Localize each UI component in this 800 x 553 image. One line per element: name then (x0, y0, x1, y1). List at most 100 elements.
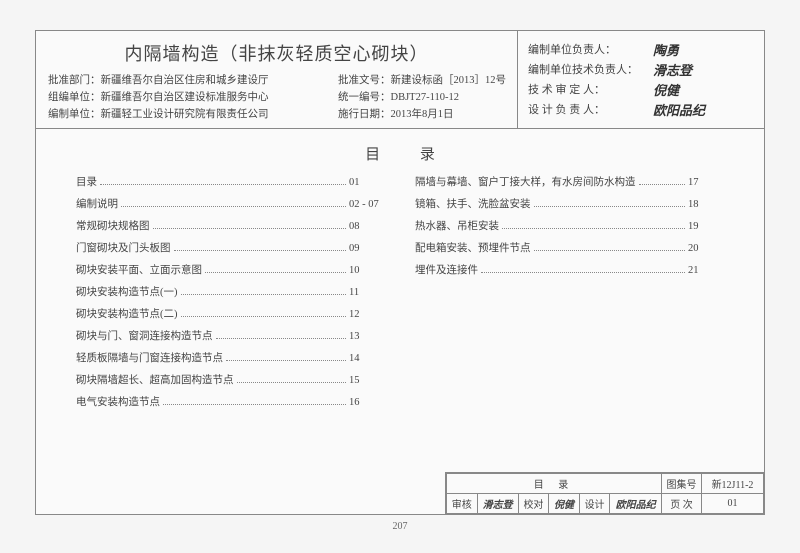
approve-dept: 批准部门：新疆维吾尔自治区住房和城乡建设厅 (48, 72, 338, 89)
toc-label: 埋件及连接件 (415, 262, 478, 277)
toc-label: 门窗砌块及门头板图 (76, 240, 171, 255)
toc-dots (174, 250, 347, 251)
toc-row: 砌块安装构造节点(一) 11 (76, 284, 397, 299)
proof-value: 倪健 (549, 494, 580, 514)
toc-label: 配电箱安装、预埋件节点 (415, 240, 531, 255)
info-grid: 批准部门：新疆维吾尔自治区住房和城乡建设厅 批准文号：新建设标函［2013］12… (48, 72, 505, 123)
check-label: 审核 (447, 494, 478, 514)
value: 新疆维吾尔自治区建设标准服务中心 (101, 92, 269, 103)
toc-row: 砌块安装平面、立面示意图 10 (76, 262, 397, 277)
label: 编制单位技术负责人： (528, 61, 653, 77)
page-number: 207 (393, 521, 408, 532)
toc-row: 砌块隔墙超长、超高加固构造节点 15 (76, 372, 397, 387)
toc-row: 埋件及连接件 21 (415, 262, 736, 277)
sig-tech-head: 编制单位技术负责人： 滑志登 (528, 59, 754, 79)
exec-date: 施行日期：2013年8月1日 (338, 106, 506, 123)
toc-row: 砌块安装构造节点(二) 12 (76, 306, 397, 321)
toc-label: 编制说明 (76, 196, 118, 211)
label: 编制单位负责人： (528, 41, 653, 57)
label: 编制单位： (48, 109, 101, 120)
toc-page: 12 (349, 309, 397, 320)
toc-dots (121, 206, 346, 207)
org-dept: 组编单位：新疆维吾尔自治区建设标准服务中心 (48, 89, 338, 106)
toc-dots (216, 338, 347, 339)
toc-page: 17 (688, 177, 736, 188)
toc-label: 轻质板隔墙与门窗连接构造节点 (76, 350, 223, 365)
toc-row: 常规砌块规格图08 (76, 218, 397, 233)
toc-row: 门窗砌块及门头板图 09 (76, 240, 397, 255)
label: 组编单位： (48, 92, 101, 103)
toc-right-column: 隔墙与幕墙、窗户丁接大样，有水房间防水构造 17 镜箱、扶手、洗脸盆安装18 热水器、… (397, 174, 736, 416)
toc-dots (205, 272, 346, 273)
header-right-signatures: 编制单位负责人： 陶勇 编制单位技术负责人： 滑志登 技 术 审 定 人： 倪健… (518, 31, 764, 128)
toc-dots (237, 382, 347, 383)
label: 批准文号： (338, 75, 391, 86)
toc-row: 热水器、吊柜安装 19 (415, 218, 736, 233)
toc-dots (502, 228, 685, 229)
title-block: 目 录 图集号 新12J11-2 审核 滑志登 校对 倪健 设计 欧阳品纪 页 … (445, 472, 765, 515)
toc-row: 目录 01 (76, 174, 397, 189)
toc-label: 砌块安装平面、立面示意图 (76, 262, 202, 277)
toc-dots (481, 272, 685, 273)
toc-row: 隔墙与幕墙、窗户丁接大样，有水房间防水构造 17 (415, 174, 736, 189)
toc-dots (163, 404, 346, 405)
sheet-label: 页 次 (662, 494, 702, 514)
toc-page: 09 (349, 243, 397, 254)
toc-dots (534, 206, 686, 207)
toc-page: 16 (349, 397, 397, 408)
design-label: 设计 (579, 494, 610, 514)
header: 内隔墙构造（非抹灰轻质空心砌块） 批准部门：新疆维吾尔自治区住房和城乡建设厅 批… (36, 31, 764, 129)
document-title: 内隔墙构造（非抹灰轻质空心砌块） (48, 40, 505, 66)
toc-label: 砌块安装构造节点(一) (76, 284, 178, 299)
toc-dots (181, 294, 347, 295)
toc-page: 20 (688, 243, 736, 254)
toc-page: 08 (349, 221, 397, 232)
toc-label: 热水器、吊柜安装 (415, 218, 499, 233)
label: 统一编号： (338, 92, 391, 103)
toc-page: 14 (349, 353, 397, 364)
sig-designer: 设 计 负 责 人： 欧阳品纪 (528, 99, 754, 119)
sig-reviewer: 技 术 审 定 人： 倪健 (528, 79, 754, 99)
value: 新疆轻工业设计研究院有限责任公司 (101, 109, 269, 120)
value: 新建设标函［2013］12号 (391, 75, 507, 86)
toc-dots (534, 250, 686, 251)
toc-page: 13 (349, 331, 397, 342)
toc-page: 15 (349, 375, 397, 386)
toc-label: 目录 (76, 174, 97, 189)
toc-page: 21 (688, 265, 736, 276)
approve-doc: 批准文号：新建设标函［2013］12号 (338, 72, 506, 89)
toc-row: 电气安装构造节点16 (76, 394, 397, 409)
label: 设 计 负 责 人： (528, 101, 653, 117)
signature: 滑志登 (653, 60, 692, 79)
signature: 倪健 (653, 80, 679, 99)
toc-page: 01 (349, 177, 397, 188)
toc-row: 编制说明 02 - 07 (76, 196, 397, 211)
design-value: 欧阳品纪 (610, 494, 662, 514)
toc-page: 11 (349, 287, 397, 298)
toc-row: 镜箱、扶手、洗脸盆安装18 (415, 196, 736, 211)
check-value: 滑志登 (477, 494, 518, 514)
toc-label: 隔墙与幕墙、窗户丁接大样，有水房间防水构造 (415, 174, 636, 189)
toc-row: 砌块与门、窗洞连接构造节点13 (76, 328, 397, 343)
label: 施行日期： (338, 109, 391, 120)
footer-center-title: 目 录 (447, 474, 662, 494)
toc-heading: 目 录 (36, 143, 764, 164)
toc-row: 轻质板隔墙与门窗连接构造节点 14 (76, 350, 397, 365)
sheet-value: 01 (702, 494, 764, 514)
toc-page: 02 - 07 (349, 199, 397, 210)
code: 统一编号：DBJT27-110-12 (338, 89, 506, 106)
toc-dots (226, 360, 346, 361)
toc-row: 配电箱安装、预埋件节点 20 (415, 240, 736, 255)
value: 2013年8月1日 (391, 109, 454, 120)
atlas-value: 新12J11-2 (702, 474, 764, 494)
toc-label: 砌块安装构造节点(二) (76, 306, 178, 321)
label: 批准部门： (48, 75, 101, 86)
toc-dots (100, 184, 346, 185)
toc-page: 19 (688, 221, 736, 232)
table-of-contents: 目录 01 编制说明 02 - 07 常规砌块规格图08 门窗砌块及门头板图 09 砌块安装平… (36, 174, 764, 416)
toc-dots (639, 184, 686, 185)
toc-label: 砌块隔墙超长、超高加固构造节点 (76, 372, 234, 387)
proof-label: 校对 (518, 494, 549, 514)
atlas-label: 图集号 (662, 474, 702, 494)
toc-page: 10 (349, 265, 397, 276)
